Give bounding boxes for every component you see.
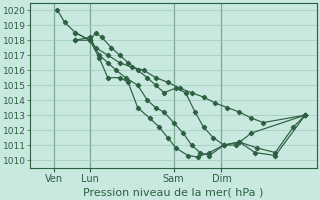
X-axis label: Pression niveau de la mer( hPa ): Pression niveau de la mer( hPa ) [84,187,264,197]
